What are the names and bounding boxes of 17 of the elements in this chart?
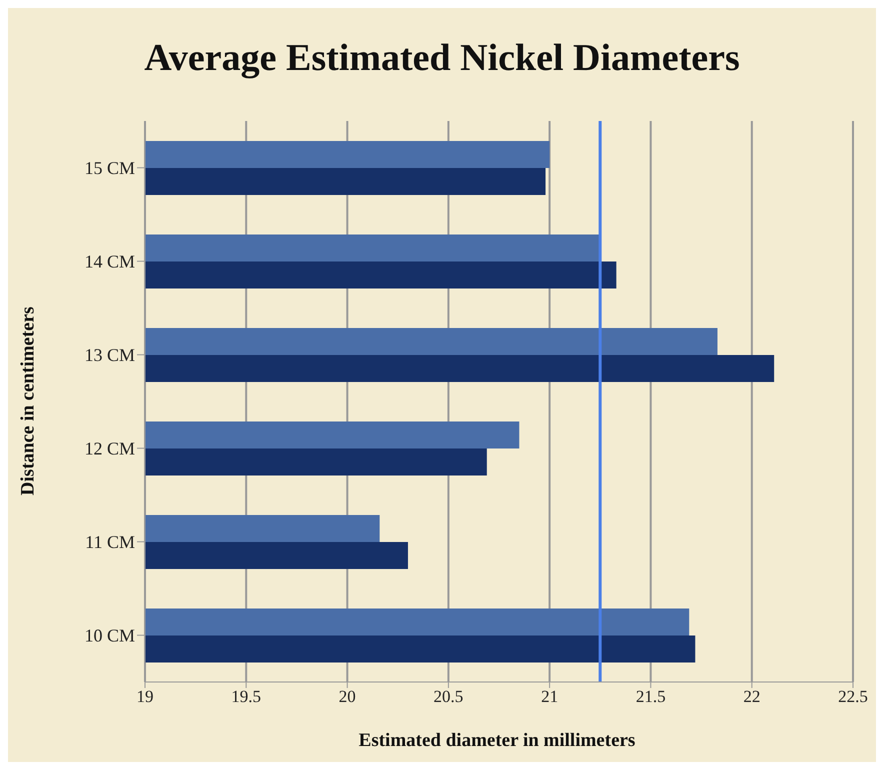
y-tick-label: 14 CM [84,252,135,272]
x-tick-label: 21 [541,687,558,706]
x-tick-label: 20 [338,687,356,706]
x-tick-label: 21.5 [636,687,666,706]
y-tick-label: 10 CM [84,626,135,646]
y-tick-label: 15 CM [84,158,135,178]
x-tick-label: 19 [136,687,154,706]
chart-title: Average Estimated Nickel Diameters [143,36,741,80]
y-tick-label: 11 CM [85,532,135,552]
x-tick-label: 22.5 [838,687,868,706]
x-axis-title: Estimated diameter in millimeters [358,730,636,752]
y-tick-label: 13 CM [84,345,135,366]
x-tick-label: 20.5 [434,687,464,706]
y-tick-label: 12 CM [84,438,135,459]
x-tick-label: 19.5 [231,687,262,706]
x-tick-label: 22 [743,687,760,706]
y-axis-title: Distance in centimeters [17,306,39,496]
